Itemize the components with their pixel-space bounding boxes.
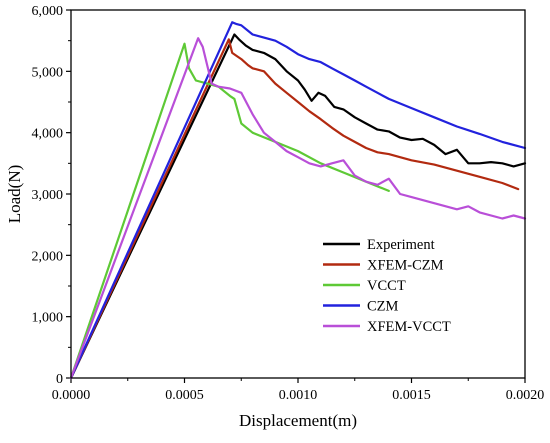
x-tick-label: 0.0005 xyxy=(165,388,204,403)
x-tick-label: 0.0020 xyxy=(506,388,545,403)
y-tick-label: 4,000 xyxy=(32,127,64,142)
series-line-vcct xyxy=(69,42,390,380)
y-tick-label: 0 xyxy=(56,372,63,387)
x-axis-title: Displacement(m) xyxy=(239,411,357,430)
series-layer xyxy=(69,21,527,380)
series-line-xfem-czm xyxy=(69,38,520,380)
y-axis-title: Load(N) xyxy=(5,165,24,224)
y-tick-label: 5,000 xyxy=(32,65,64,80)
legend-label: CZM xyxy=(367,299,399,315)
y-tick-label: 1,000 xyxy=(32,311,64,326)
legend: Experiment XFEM-CZM VCCT CZM XFEM-VCCT xyxy=(323,237,451,335)
plot-frame xyxy=(70,9,526,379)
x-tick-label: 0.0015 xyxy=(392,388,431,403)
legend-label: XFEM-CZM xyxy=(367,258,444,274)
ticks-layer: 0.0000 0.0005 0.0010 0.0015 0.0020 0 1,000 2,00… xyxy=(32,4,545,403)
series-line-experiment xyxy=(69,33,527,380)
series-line-xfem-vcct xyxy=(69,37,527,380)
x-tick-label: 0.0010 xyxy=(279,388,318,403)
legend-label: XFEM-VCCT xyxy=(367,319,451,335)
legend-label: VCCT xyxy=(367,278,406,294)
y-tick-label: 3,000 xyxy=(32,188,64,203)
y-tick-label: 2,000 xyxy=(32,249,64,264)
x-tick-label: 0.0000 xyxy=(52,388,91,403)
series-line-czm xyxy=(69,21,527,380)
legend-label: Experiment xyxy=(367,237,435,253)
y-tick-label: 6,000 xyxy=(32,4,64,19)
